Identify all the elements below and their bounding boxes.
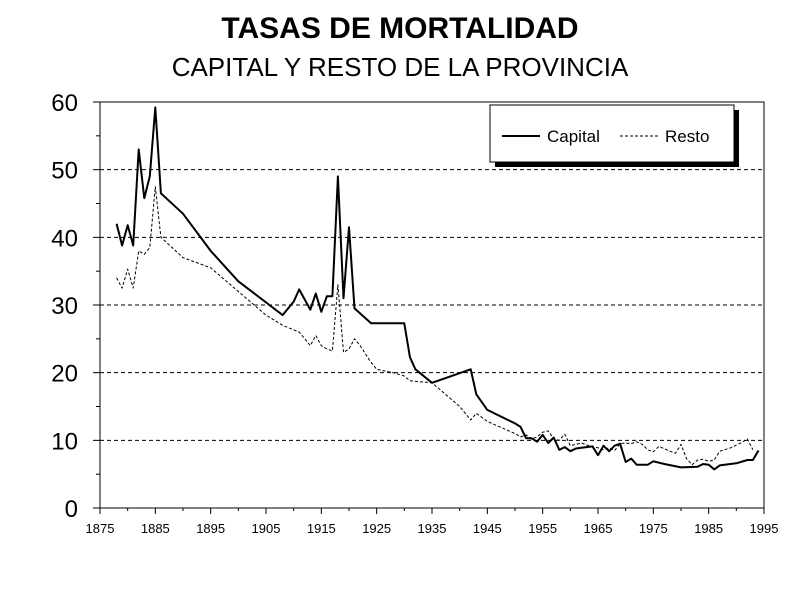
y-tick-label: 10: [51, 428, 78, 455]
chart-title: TASAS DE MORTALIDAD: [221, 12, 578, 45]
y-tick-label: 50: [51, 158, 78, 185]
x-tick-label: 1875: [86, 521, 115, 536]
x-tick-label: 1995: [750, 521, 779, 536]
legend-box: [489, 104, 735, 163]
x-tick-label: 1935: [418, 521, 447, 536]
y-tick-label: 40: [51, 225, 78, 252]
series-line-resto: [116, 186, 754, 466]
y-tick-label: 60: [51, 90, 78, 117]
x-tick-label: 1955: [528, 521, 557, 536]
x-tick-label: 1925: [362, 521, 391, 536]
x-tick-label: 1985: [694, 521, 723, 536]
plot-border: [99, 101, 765, 509]
legend-label-capital: Capital: [547, 127, 600, 146]
x-tick-label: 1885: [141, 521, 170, 536]
x-axis: 1875 1885 1895 1905 1915 1925 1935 1945 1955 1965…: [86, 508, 779, 536]
x-tick-label: 1975: [639, 521, 668, 536]
chart-subtitle: CAPITAL Y RESTO DE LA PROVINCIA: [172, 52, 629, 82]
x-tick-label: 1915: [307, 521, 336, 536]
gridlines: [100, 169, 764, 441]
x-tick-label: 1905: [252, 521, 281, 536]
x-tick-label: 1895: [196, 521, 225, 536]
series-layer: [115, 106, 760, 471]
series-line-capital: [115, 106, 760, 471]
x-tick-label: 1965: [584, 521, 613, 536]
y-tick-label: 20: [51, 361, 78, 388]
y-tick-label: 0: [65, 496, 78, 523]
y-axis: 0 10 20 30 40 50 60: [51, 90, 100, 523]
x-tick-label: 1945: [473, 521, 502, 536]
legend: Capital Resto: [489, 104, 739, 167]
y-tick-label: 30: [51, 293, 78, 320]
legend-label-resto: Resto: [665, 127, 709, 146]
